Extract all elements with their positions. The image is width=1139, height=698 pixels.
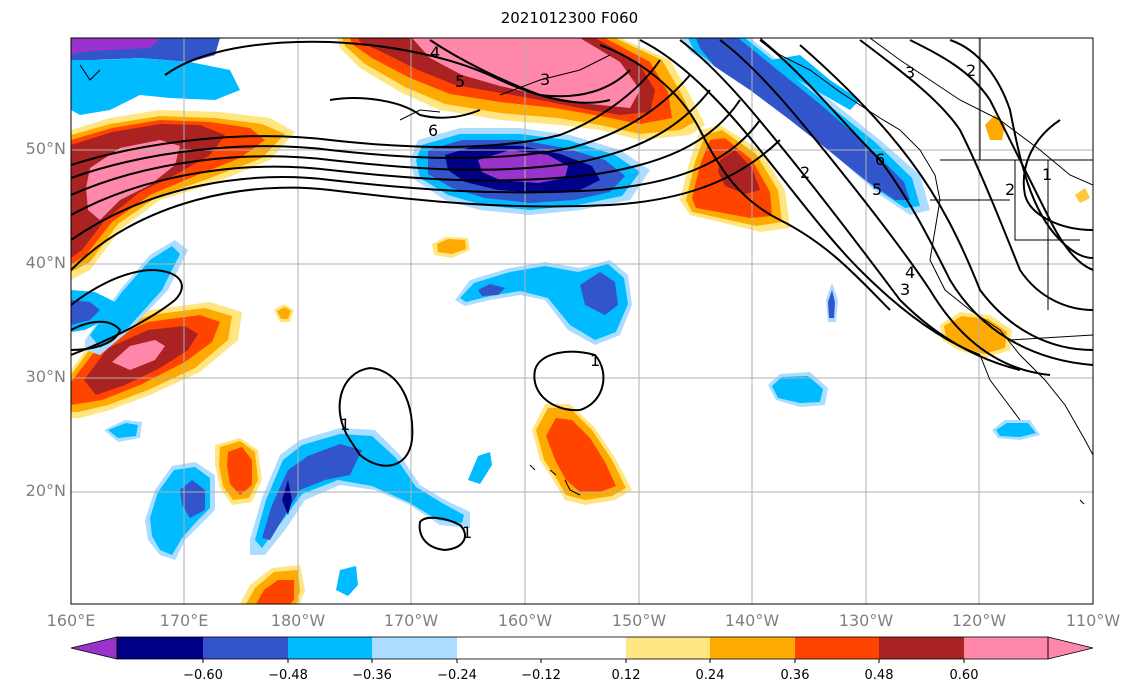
contour-label: 6 xyxy=(875,150,885,169)
lon-label: 120°W xyxy=(951,611,1007,630)
contour-label: 1 xyxy=(590,351,600,370)
colorbar-outline xyxy=(116,636,1049,660)
colorbar-cell xyxy=(626,637,710,659)
contour-label: 1 xyxy=(340,415,350,434)
colorbar-tick-label: −0.48 xyxy=(268,668,308,683)
gridlines xyxy=(71,38,1093,604)
contour-label: 4 xyxy=(430,43,440,62)
contour-label: 3 xyxy=(900,280,910,299)
contour-label: 2 xyxy=(966,61,976,80)
lon-label: 170°W xyxy=(383,611,439,630)
colorbar-tick-label: −0.24 xyxy=(437,668,477,683)
contour-label: 2 xyxy=(800,163,810,182)
lat-label: 20°N xyxy=(25,481,66,500)
contour-label: 1 xyxy=(1042,165,1052,184)
colorbar-cell xyxy=(879,637,964,659)
map-frame xyxy=(70,37,1094,605)
contour-labels: 4 5 6 3 3 2 2 2 5 6 4 3 1 1 1 1 xyxy=(340,43,1052,542)
colorbar-cell xyxy=(117,637,203,659)
colorbar-cell xyxy=(372,637,457,659)
colorbar-tick-label: 0.12 xyxy=(611,668,641,683)
lat-label: 30°N xyxy=(25,367,66,386)
colorbar-cell xyxy=(457,637,541,659)
contour-label: 6 xyxy=(428,121,438,140)
colorbar-cell xyxy=(795,637,879,659)
lon-label: 150°W xyxy=(611,611,667,630)
coastlines xyxy=(79,38,1093,505)
contour-label: 3 xyxy=(540,70,550,89)
lon-label: 160°W xyxy=(497,611,553,630)
colorbar-cell xyxy=(964,637,1048,659)
contour-label: 3 xyxy=(905,63,915,82)
colorbar xyxy=(70,636,1094,663)
contour-label: 4 xyxy=(905,263,915,282)
colorbar-tick-label: 0.60 xyxy=(949,668,979,683)
lon-label: 170°E xyxy=(159,611,209,630)
colorbar-cell xyxy=(541,637,626,659)
colorbar-tick-label: 0.36 xyxy=(780,668,810,683)
colorbar-tick-label: 0.48 xyxy=(864,668,894,683)
colorbar-cell xyxy=(288,637,372,659)
colorbar-high-extend xyxy=(1047,636,1094,660)
lon-label: 110°W xyxy=(1065,611,1121,630)
lat-label: 40°N xyxy=(25,253,66,272)
colorbar-cell xyxy=(203,637,288,659)
lon-label: 160°E xyxy=(46,611,96,630)
colorbar-low-extend xyxy=(70,636,118,660)
colorbar-tick-label: −0.12 xyxy=(521,668,561,683)
colorbar-tick-label: 0.24 xyxy=(695,668,725,683)
height-contours xyxy=(71,39,1093,552)
lon-label: 130°W xyxy=(838,611,894,630)
colorbar-tick-label: −0.60 xyxy=(183,668,223,683)
colorbar-tick-label: −0.36 xyxy=(352,668,392,683)
lon-label: 180°W xyxy=(270,611,326,630)
colorbar-cell xyxy=(710,637,795,659)
lon-label: 140°W xyxy=(724,611,780,630)
contour-label: 5 xyxy=(455,72,465,91)
contour-label: 2 xyxy=(1005,180,1015,199)
contour-label: 5 xyxy=(872,180,882,199)
contour-label: 1 xyxy=(462,523,472,542)
map-title: 2021012300 F060 xyxy=(500,9,639,27)
lat-label: 50°N xyxy=(25,139,66,158)
